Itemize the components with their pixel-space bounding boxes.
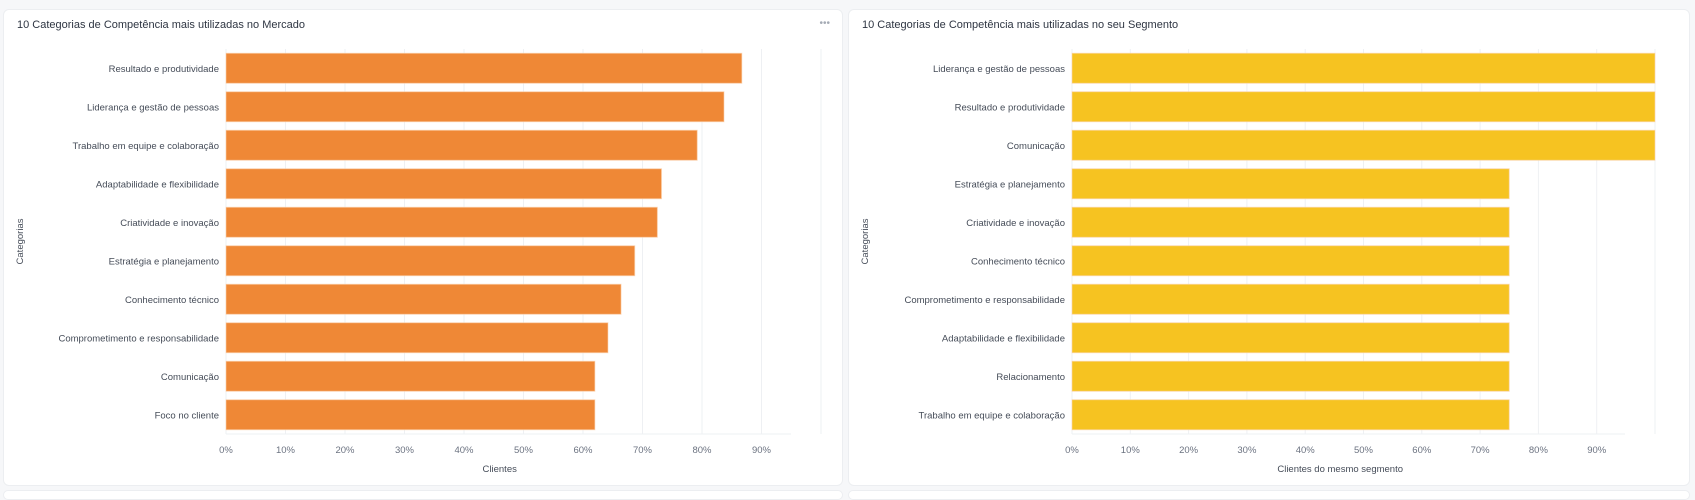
x-tick-label: 10%	[1121, 445, 1141, 456]
plot-area: Liderança e gestão de pessoas Resultado e…	[860, 49, 1656, 475]
next-card-left	[3, 490, 843, 500]
bar	[1071, 206, 1510, 238]
x-tick-label: 60%	[573, 445, 593, 456]
category-label: Resultado e produtividade	[109, 64, 219, 75]
category-label: Comprometimento e responsabilidade	[58, 333, 219, 344]
category-label: Estratégia e planejamento	[955, 179, 1065, 190]
y-axis-label: Categorias	[15, 218, 26, 264]
x-tick-label: 40%	[1296, 445, 1316, 456]
bar	[225, 129, 698, 161]
bar	[1071, 245, 1510, 277]
chart-title: 10 Categorias de Competência mais utiliz…	[17, 19, 305, 31]
category-label: Adaptabilidade e flexibilidade	[942, 333, 1065, 344]
x-tick-label: 90%	[752, 445, 772, 456]
category-label: Liderança e gestão de pessoas	[87, 102, 219, 113]
x-tick-label: 50%	[514, 445, 534, 456]
bar-chart-mercado: Resultado e produtividade Liderança e ges…	[15, 49, 822, 475]
x-axis-label: Clientes do mesmo segmento	[1277, 464, 1403, 475]
x-tick-label: 30%	[1237, 445, 1257, 456]
category-label: Foco no cliente	[155, 410, 219, 421]
bar	[1071, 91, 1656, 123]
bar	[1071, 360, 1510, 392]
bar	[1071, 52, 1656, 84]
bar	[225, 91, 725, 123]
category-label: Conhecimento técnico	[971, 256, 1065, 267]
x-tick-label: 70%	[1471, 445, 1491, 456]
bar	[225, 168, 663, 200]
y-axis-label: Categorias	[860, 218, 871, 264]
category-label: Resultado e produtividade	[955, 102, 1065, 113]
category-label: Criatividade e inovação	[120, 218, 219, 229]
x-tick-label: 80%	[1529, 445, 1549, 456]
chart-card-segmento: 10 Categorias de Competência mais utiliz…	[848, 9, 1690, 486]
x-tick-label: 70%	[633, 445, 653, 456]
category-label: Adaptabilidade e flexibilidade	[96, 179, 219, 190]
bar	[225, 283, 622, 315]
x-axis-label: Clientes	[483, 464, 518, 475]
x-tick-label: 0%	[1065, 445, 1079, 456]
category-label: Criatividade e inovação	[966, 218, 1065, 229]
x-tick-label: 20%	[335, 445, 355, 456]
x-tick-label: 30%	[395, 445, 415, 456]
bar	[1071, 129, 1656, 161]
bar	[225, 245, 636, 277]
category-label: Comprometimento e responsabilidade	[904, 295, 1065, 306]
category-label: Estratégia e planejamento	[109, 256, 219, 267]
bar	[225, 360, 596, 392]
bar-chart-segmento: Liderança e gestão de pessoas Resultado e…	[860, 49, 1656, 475]
more-horizontal-icon[interactable]: •••	[819, 18, 830, 29]
bar	[1071, 399, 1510, 431]
bar	[225, 322, 609, 354]
x-tick-label: 90%	[1587, 445, 1607, 456]
bar	[225, 399, 596, 431]
category-label: Comunicação	[161, 372, 219, 383]
category-label: Liderança e gestão de pessoas	[933, 64, 1065, 75]
bar	[1071, 168, 1510, 200]
bar	[1071, 322, 1510, 354]
x-tick-label: 20%	[1179, 445, 1199, 456]
category-label: Trabalho em equipe e colaboração	[919, 410, 1065, 421]
chart-title: 10 Categorias de Competência mais utiliz…	[862, 19, 1179, 31]
bar	[225, 206, 658, 238]
plot-area: Resultado e produtividade Liderança e ges…	[15, 49, 822, 475]
category-label: Comunicação	[1007, 141, 1065, 152]
bar	[1071, 283, 1510, 315]
bar	[225, 52, 743, 84]
x-tick-label: 50%	[1354, 445, 1374, 456]
x-tick-label: 40%	[454, 445, 474, 456]
category-label: Trabalho em equipe e colaboração	[73, 141, 219, 152]
x-tick-label: 80%	[692, 445, 712, 456]
chart-card-mercado: 10 Categorias de Competência mais utiliz…	[3, 9, 843, 486]
x-tick-label: 10%	[276, 445, 296, 456]
next-card-right	[848, 490, 1690, 500]
category-label: Relacionamento	[996, 372, 1065, 383]
x-tick-label: 60%	[1412, 445, 1432, 456]
x-tick-label: 0%	[219, 445, 233, 456]
category-label: Conhecimento técnico	[125, 295, 219, 306]
